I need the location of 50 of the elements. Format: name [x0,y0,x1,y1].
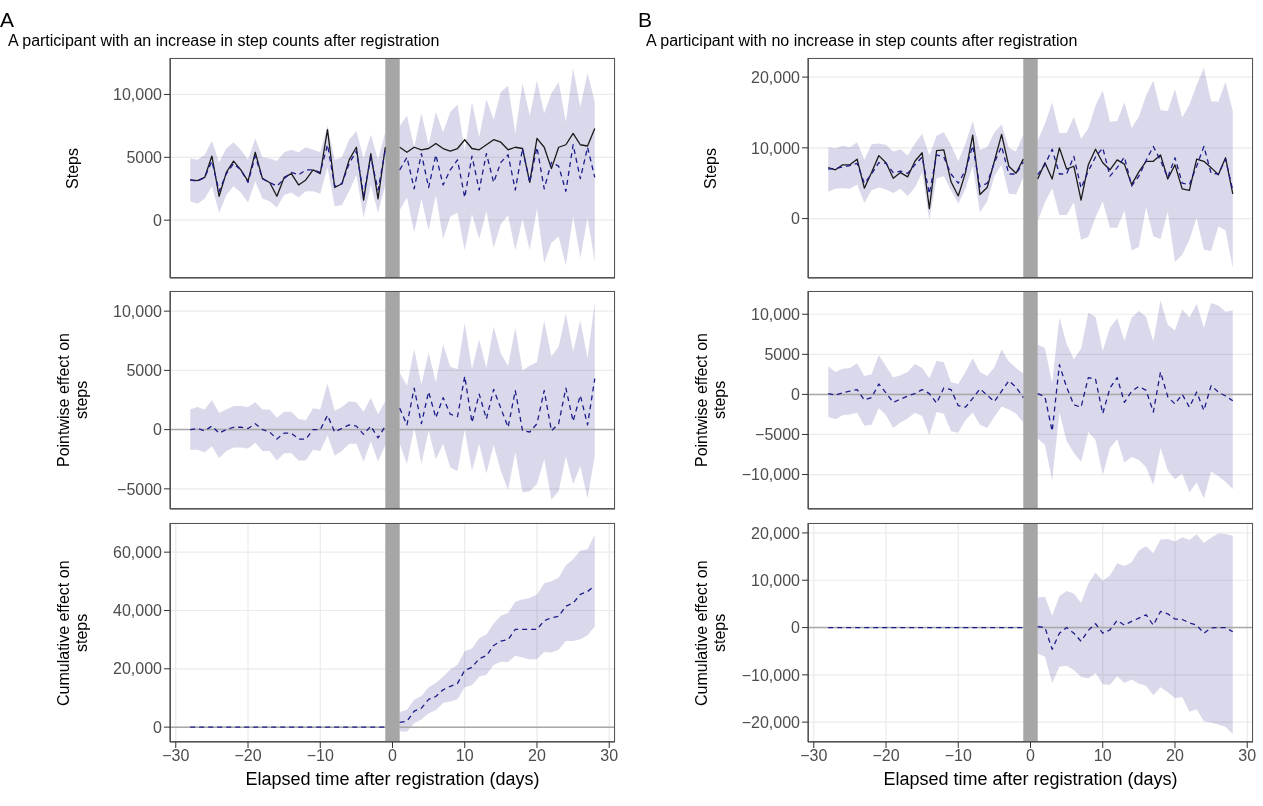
y-tick-label: −10,000 [741,466,801,484]
y-tick-label: 0 [153,211,163,229]
y-tick-label: 0 [791,210,801,228]
x-tick-label: 30 [600,747,619,765]
text: B [638,8,653,31]
y-tick-label: −5000 [755,426,801,444]
x-tick-label: −10 [944,747,972,765]
y-tick-label: −20,000 [741,713,801,731]
y-tick-label: −10,000 [741,666,801,684]
y-tick-label: 5000 [126,362,163,380]
y-tick-label: 10,000 [751,305,801,323]
chart-title: A participant with an increase in step counts after registration [8,32,440,50]
y-tick-label: 5000 [126,148,163,166]
y-tick-label: 60,000 [113,543,163,561]
x-axis-title: Elapsed time after registration (days) [244,768,541,791]
text: A [0,8,15,31]
chart-title: A participant with no increase in step counts after registration [646,32,1078,50]
y-tick-label: 5000 [764,346,801,363]
x-tick-label: −30 [162,747,190,765]
y-tick-label: −5000 [117,480,163,498]
x-tick-label: −10 [306,747,334,765]
x-tick-label: 10 [1093,747,1112,765]
y-axis-title: Pointwise effect on steps [54,332,91,469]
x-tick-label: 0 [1026,747,1036,765]
y-axis-title: Cumulative effect on steps [54,558,91,708]
y-tick-label: 40,000 [113,602,163,620]
x-tick-label: −20 [234,747,262,765]
x-tick-label: −30 [800,747,828,765]
y-tick-label: 0 [153,421,163,439]
x-tick-label: 20 [528,747,546,765]
x-tick-label: 30 [1238,747,1257,765]
y-tick-label: 20,000 [751,524,801,542]
y-tick-label: 20,000 [751,68,801,86]
y-tick-label: 20,000 [113,660,163,678]
x-tick-label: 10 [455,747,474,765]
y-tick-label: 10,000 [751,571,801,589]
y-axis-title: Steps [701,147,720,189]
y-tick-label: 0 [153,718,163,736]
y-tick-label: 10,000 [751,139,801,157]
y-axis-title: Steps [63,147,82,189]
y-tick-label: 10,000 [113,86,163,104]
y-tick-label: 10,000 [113,302,163,320]
y-axis-title: Pointwise effect on steps [692,332,729,469]
x-tick-label: 20 [1166,747,1184,765]
x-tick-label: 0 [388,747,398,765]
x-axis-title: Elapsed time after registration (days) [882,768,1179,791]
y-tick-label: 0 [791,619,801,637]
y-axis-title: Cumulative effect on steps [692,558,729,708]
y-tick-label: 0 [791,386,801,404]
x-tick-label: −20 [872,747,900,765]
